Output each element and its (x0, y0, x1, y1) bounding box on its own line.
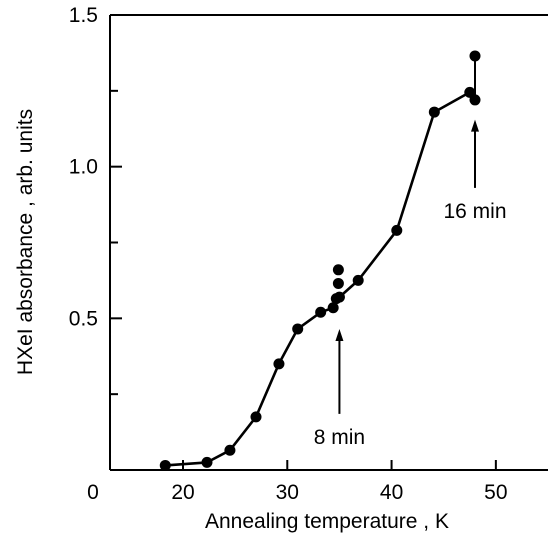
y-tick-label: 1.0 (69, 156, 98, 179)
y-axis-title: HXeI absorbance , arb. units (14, 109, 37, 375)
x-axis-title: Annealing temperature , K (205, 510, 449, 533)
data-point (352, 274, 364, 286)
series-line-group (165, 55, 477, 467)
y-tick-label: 0.5 (69, 307, 98, 330)
data-point (315, 306, 327, 318)
data-point (332, 264, 344, 276)
x-tick-label: 50 (484, 481, 507, 504)
data-point (333, 291, 345, 303)
data-point (469, 94, 481, 106)
data-point (292, 323, 304, 335)
annotations: 8 min 16 min (314, 119, 507, 449)
data-point (391, 224, 403, 236)
data-point (159, 459, 171, 471)
data-point (327, 302, 339, 314)
data-point (201, 456, 213, 468)
data-point (469, 50, 481, 62)
annotation-arrow-head (335, 328, 344, 341)
ticks (110, 14, 497, 470)
data-point (273, 358, 285, 370)
annotation-arrow-head (471, 119, 479, 132)
data-point (332, 277, 344, 289)
annotation-label: 8 min (314, 426, 365, 449)
x-tick-label: 20 (171, 481, 194, 504)
y-tick-label: 1.5 (69, 4, 98, 27)
tick-labels: 20 30 40 50 0.5 1.0 1.5 (69, 4, 508, 504)
series-line (165, 91, 477, 467)
data-point (250, 411, 262, 423)
data-point (428, 106, 440, 118)
data-point (224, 444, 236, 456)
origin-label: 0 (87, 481, 99, 504)
annotation-label: 16 min (443, 200, 506, 223)
x-tick-label: 30 (276, 481, 299, 504)
data-points (159, 50, 481, 471)
plot-frame (109, 14, 548, 471)
x-tick-label: 40 (380, 481, 403, 504)
